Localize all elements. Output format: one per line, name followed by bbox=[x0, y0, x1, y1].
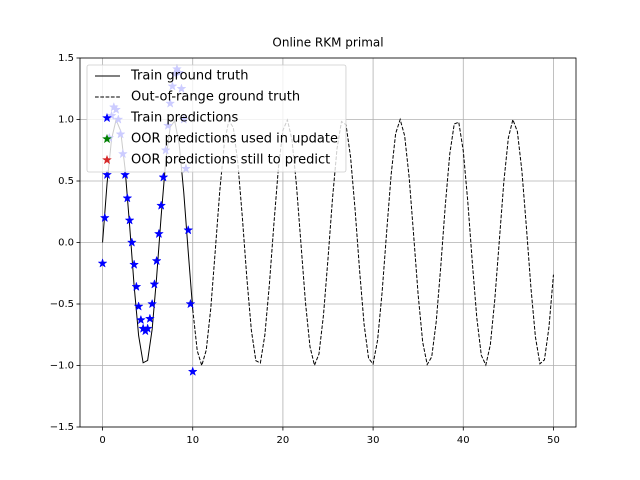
star-marker bbox=[158, 172, 169, 182]
legend-label: Train predictions bbox=[130, 111, 239, 126]
legend-label: OOR predictions still to predict bbox=[131, 153, 330, 168]
x-tick-label: 0 bbox=[99, 435, 105, 446]
y-tick-label: −1.0 bbox=[50, 361, 74, 372]
legend-label: OOR predictions used in update bbox=[131, 132, 338, 147]
y-tick-label: −1.5 bbox=[50, 422, 74, 433]
x-tick-label: 50 bbox=[547, 435, 560, 446]
legend-box bbox=[86, 64, 347, 173]
x-tick-label: 10 bbox=[186, 435, 199, 446]
star-marker bbox=[135, 314, 146, 325]
star-marker bbox=[187, 366, 198, 376]
x-tick-label: 40 bbox=[457, 435, 470, 446]
star-marker bbox=[142, 323, 153, 333]
star-marker bbox=[97, 258, 108, 268]
legend-marker bbox=[101, 112, 113, 123]
star-marker bbox=[99, 212, 110, 223]
star-marker bbox=[126, 237, 137, 247]
y-tick-label: −0.5 bbox=[50, 299, 74, 310]
legend-label: Train ground truth bbox=[130, 69, 248, 84]
legend-label: Out-of-range ground truth bbox=[131, 90, 300, 105]
legend: Train ground truth Out-of-range ground tr… bbox=[86, 64, 347, 173]
star-marker bbox=[124, 215, 135, 225]
star-marker bbox=[133, 301, 144, 311]
star-marker bbox=[185, 298, 196, 309]
x-tick-label: 30 bbox=[367, 435, 380, 446]
x-tick-label: 20 bbox=[277, 435, 290, 446]
y-tick-label: 1.0 bbox=[58, 115, 74, 126]
legend-marker bbox=[101, 154, 113, 165]
star-marker bbox=[153, 228, 164, 239]
star-marker bbox=[131, 281, 142, 292]
star-marker bbox=[129, 259, 140, 269]
star-marker bbox=[156, 200, 167, 210]
y-tick-label: 0.5 bbox=[58, 176, 74, 187]
chart-title: Online RKM primal bbox=[272, 36, 383, 50]
star-marker bbox=[149, 279, 160, 289]
y-tick-label: 1.5 bbox=[58, 53, 74, 64]
star-marker bbox=[147, 298, 158, 309]
star-marker bbox=[120, 169, 131, 180]
line bbox=[192, 117, 554, 368]
star-marker bbox=[102, 169, 113, 180]
y-tick-label: 0.0 bbox=[58, 238, 74, 249]
legend-marker bbox=[101, 133, 113, 144]
star-marker bbox=[183, 224, 194, 235]
axes-frame bbox=[79, 57, 577, 428]
star-marker bbox=[122, 192, 133, 203]
star-marker bbox=[144, 313, 155, 324]
star-marker bbox=[151, 255, 162, 266]
